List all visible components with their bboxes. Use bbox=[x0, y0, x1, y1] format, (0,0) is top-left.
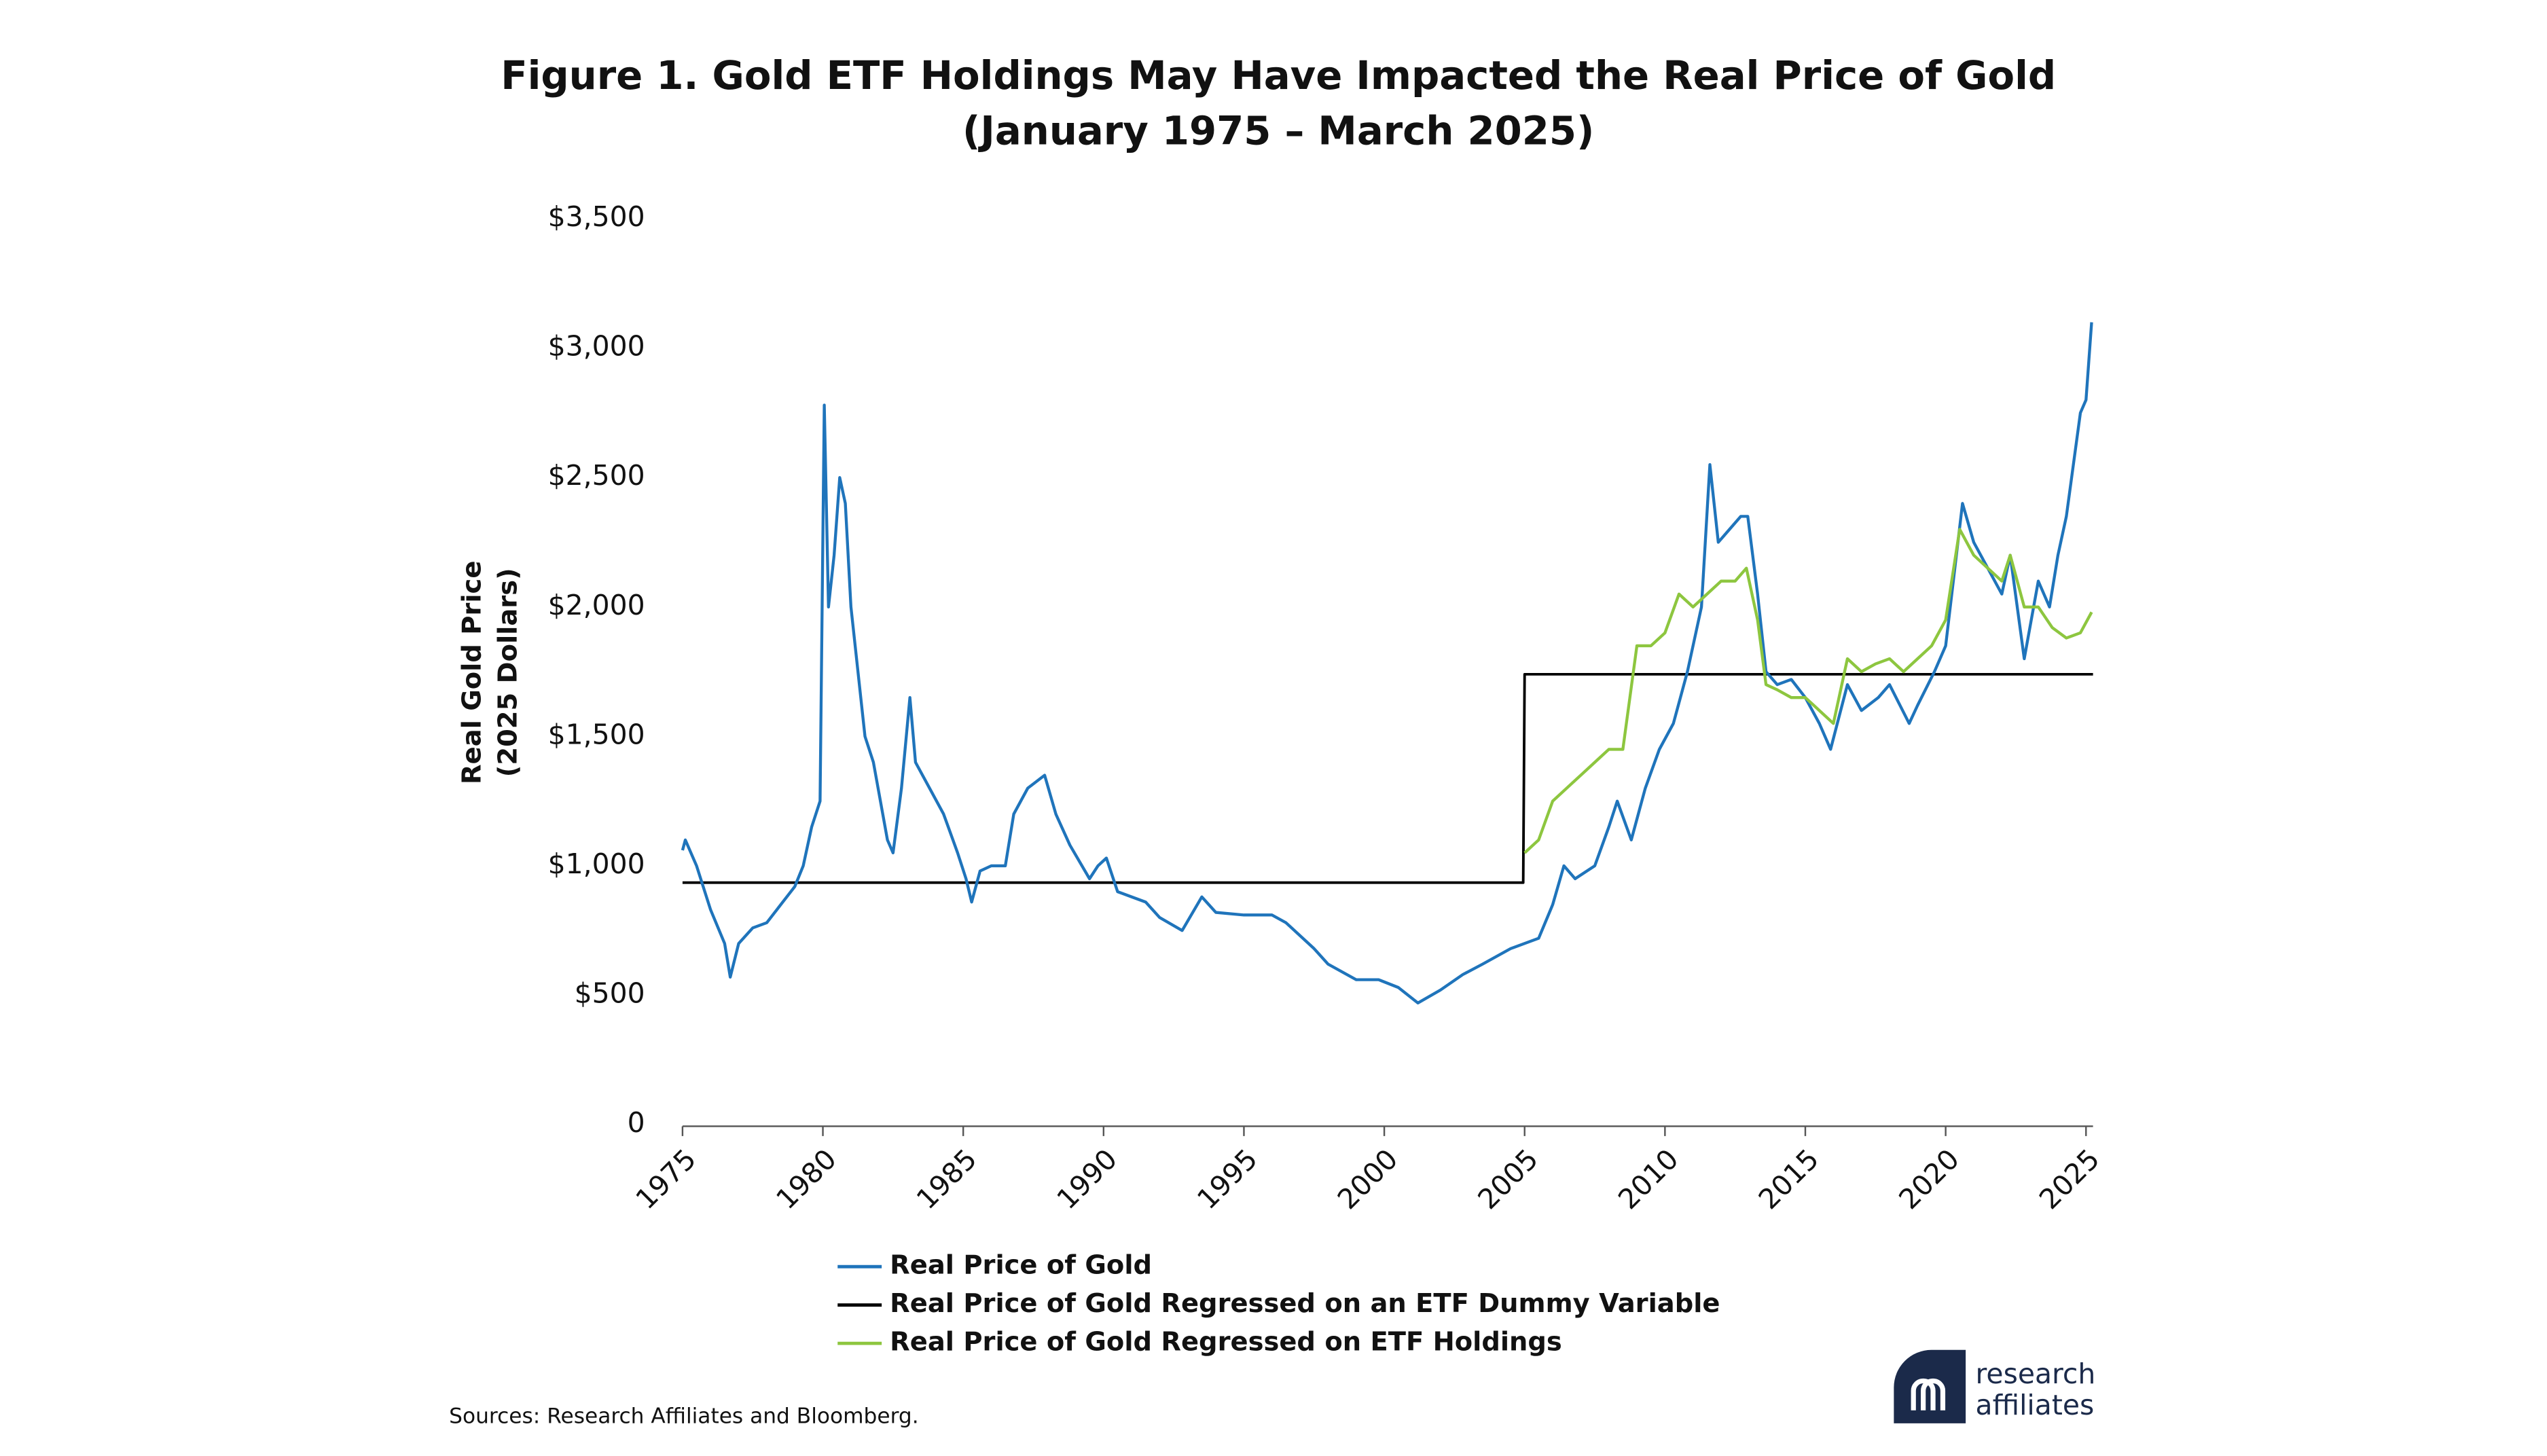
x-tick-label: 1995 bbox=[1191, 1143, 1263, 1216]
x-tick-label: 1985 bbox=[910, 1143, 983, 1216]
y-tick-label: 0 bbox=[628, 1106, 645, 1139]
source-note: Sources: Research Affiliates and Bloombe… bbox=[449, 1404, 918, 1428]
logo: research affiliates bbox=[1894, 1349, 2096, 1423]
data-line bbox=[681, 322, 2093, 1005]
data-line bbox=[682, 672, 2093, 884]
x-tick-label: 1975 bbox=[630, 1143, 702, 1216]
y-axis-label: Real Gold Price bbox=[457, 561, 488, 784]
chart-title: Figure 1. Gold ETF Holdings May Have Imp… bbox=[501, 52, 2056, 98]
y-tick-label: $2,500 bbox=[548, 459, 645, 492]
y-tick-label: $1,500 bbox=[548, 718, 645, 750]
y-tick-label: $3,500 bbox=[548, 200, 645, 233]
data-line bbox=[1523, 528, 2093, 854]
y-tick-label: $2,000 bbox=[548, 589, 645, 621]
x-tick-label: 2010 bbox=[1612, 1143, 1684, 1216]
logo-text: affiliates bbox=[1976, 1389, 2095, 1421]
legend-label: Real Price of Gold bbox=[890, 1250, 1152, 1281]
x-tick-label: 2025 bbox=[2033, 1143, 2106, 1216]
x-tick-label: 1980 bbox=[770, 1143, 842, 1216]
x-tick-label: 2020 bbox=[1892, 1143, 1965, 1216]
x-tick-label: 2000 bbox=[1331, 1143, 1404, 1216]
x-tick-label: 2015 bbox=[1752, 1143, 1825, 1216]
y-axis-label: (2025 Dollars) bbox=[493, 568, 524, 777]
chart-subtitle: (January 1975 – March 2025) bbox=[962, 108, 1594, 154]
logo-text: research bbox=[1976, 1358, 2096, 1390]
x-tick-label: 2005 bbox=[1472, 1143, 1545, 1216]
y-tick-label: $1,000 bbox=[548, 848, 645, 880]
y-tick-label: $3,000 bbox=[548, 330, 645, 363]
legend-label: Real Price of Gold Regressed on an ETF D… bbox=[890, 1288, 1720, 1319]
y-tick-label: $500 bbox=[575, 977, 645, 1010]
x-tick-label: 1990 bbox=[1051, 1143, 1123, 1216]
legend-label: Real Price of Gold Regressed on ETF Hold… bbox=[890, 1327, 1562, 1358]
